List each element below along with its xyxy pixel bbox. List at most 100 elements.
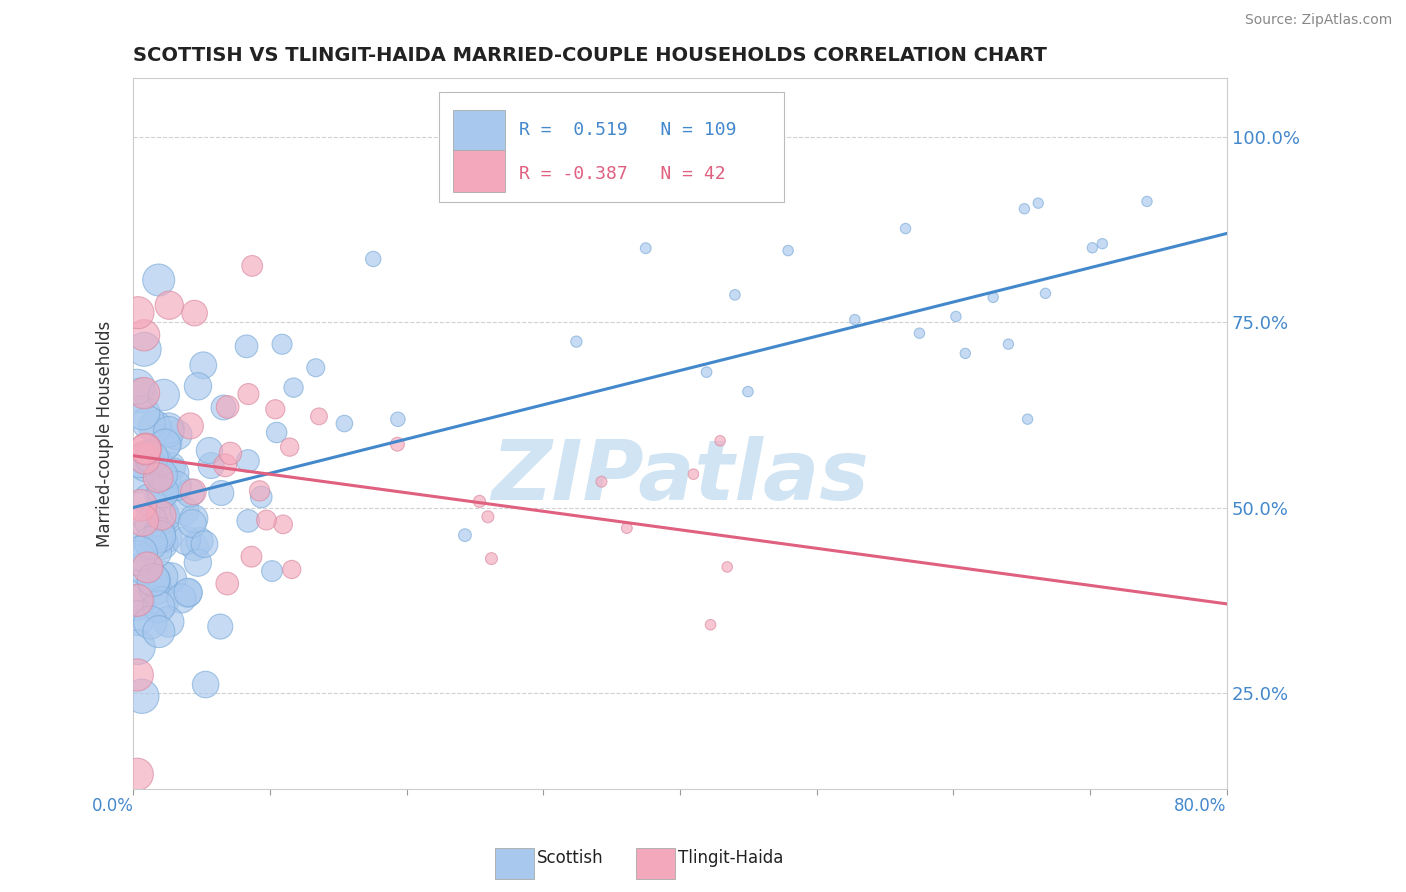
- Point: [778, 244, 800, 258]
- Point: [132, 328, 155, 343]
- Point: [240, 259, 263, 273]
- Point: [333, 417, 356, 431]
- Point: [219, 446, 242, 460]
- Point: [127, 596, 149, 610]
- Point: [174, 533, 197, 548]
- Point: [127, 593, 149, 607]
- Point: [148, 599, 170, 614]
- Point: [981, 290, 1004, 304]
- Point: [157, 298, 180, 312]
- Point: [565, 334, 588, 349]
- Point: [150, 536, 173, 550]
- Point: [150, 569, 173, 583]
- Point: [249, 483, 271, 498]
- Point: [387, 412, 409, 426]
- Point: [634, 241, 657, 255]
- Point: [305, 360, 328, 375]
- Point: [155, 530, 177, 544]
- Point: [955, 346, 977, 360]
- FancyBboxPatch shape: [453, 110, 505, 151]
- Point: [141, 450, 163, 465]
- Point: [188, 533, 211, 548]
- Point: [283, 381, 305, 395]
- Point: [129, 498, 152, 512]
- Point: [468, 494, 491, 508]
- Point: [134, 442, 156, 457]
- Point: [844, 312, 866, 326]
- Point: [145, 582, 167, 596]
- Point: [212, 401, 235, 415]
- Point: [129, 546, 152, 560]
- Point: [136, 525, 159, 540]
- Point: [278, 440, 301, 454]
- Point: [361, 252, 384, 266]
- Point: [127, 668, 149, 682]
- Point: [264, 402, 287, 417]
- Point: [148, 526, 170, 541]
- Point: [183, 511, 205, 525]
- Point: [716, 560, 738, 574]
- Point: [163, 466, 186, 480]
- Point: [160, 571, 183, 585]
- Point: [149, 530, 172, 544]
- Point: [148, 624, 170, 639]
- Point: [235, 339, 257, 353]
- Point: [127, 640, 149, 654]
- Point: [591, 475, 613, 489]
- Point: [176, 586, 198, 600]
- Point: [200, 458, 222, 473]
- Point: [138, 416, 160, 430]
- Point: [127, 611, 149, 625]
- Point: [217, 576, 239, 591]
- Point: [1136, 194, 1159, 209]
- Point: [699, 617, 721, 632]
- Point: [132, 386, 155, 401]
- Point: [165, 479, 187, 493]
- Point: [139, 450, 162, 465]
- Text: Scottish: Scottish: [537, 849, 603, 867]
- Point: [135, 442, 157, 456]
- Point: [129, 388, 152, 402]
- Point: [238, 514, 260, 528]
- Text: 0.0%: 0.0%: [93, 797, 134, 815]
- Point: [308, 409, 330, 424]
- Point: [145, 456, 167, 470]
- Point: [183, 540, 205, 554]
- Point: [183, 306, 205, 320]
- Point: [236, 454, 259, 468]
- Point: [152, 595, 174, 609]
- Point: [997, 337, 1019, 351]
- Point: [198, 443, 221, 458]
- Text: SCOTTISH VS TLINGIT-HAIDA MARRIED-COUPLE HOUSEHOLDS CORRELATION CHART: SCOTTISH VS TLINGIT-HAIDA MARRIED-COUPLE…: [134, 46, 1047, 65]
- Text: Tlingit-Haida: Tlingit-Haida: [678, 849, 783, 867]
- Point: [134, 451, 156, 466]
- Point: [187, 556, 209, 570]
- Point: [1026, 196, 1049, 211]
- Point: [454, 528, 477, 542]
- Point: [142, 573, 165, 587]
- Point: [193, 359, 215, 373]
- Point: [1014, 202, 1036, 216]
- Point: [132, 406, 155, 420]
- Point: [143, 574, 166, 588]
- Text: R =  0.519   N = 109: R = 0.519 N = 109: [519, 120, 737, 139]
- Point: [153, 510, 176, 524]
- Point: [209, 486, 232, 500]
- Point: [152, 508, 174, 522]
- Point: [134, 343, 156, 357]
- Point: [132, 513, 155, 527]
- Point: [139, 536, 162, 550]
- Point: [1017, 412, 1039, 426]
- Point: [131, 690, 153, 704]
- Text: 80.0%: 80.0%: [1174, 797, 1227, 815]
- Point: [193, 537, 215, 551]
- Point: [138, 493, 160, 508]
- Point: [157, 425, 180, 439]
- Point: [127, 767, 149, 781]
- Point: [134, 561, 156, 575]
- Point: [250, 490, 273, 504]
- Y-axis label: Married-couple Households: Married-couple Households: [97, 320, 114, 547]
- Point: [945, 310, 967, 324]
- Point: [260, 564, 283, 578]
- Point: [1035, 286, 1057, 301]
